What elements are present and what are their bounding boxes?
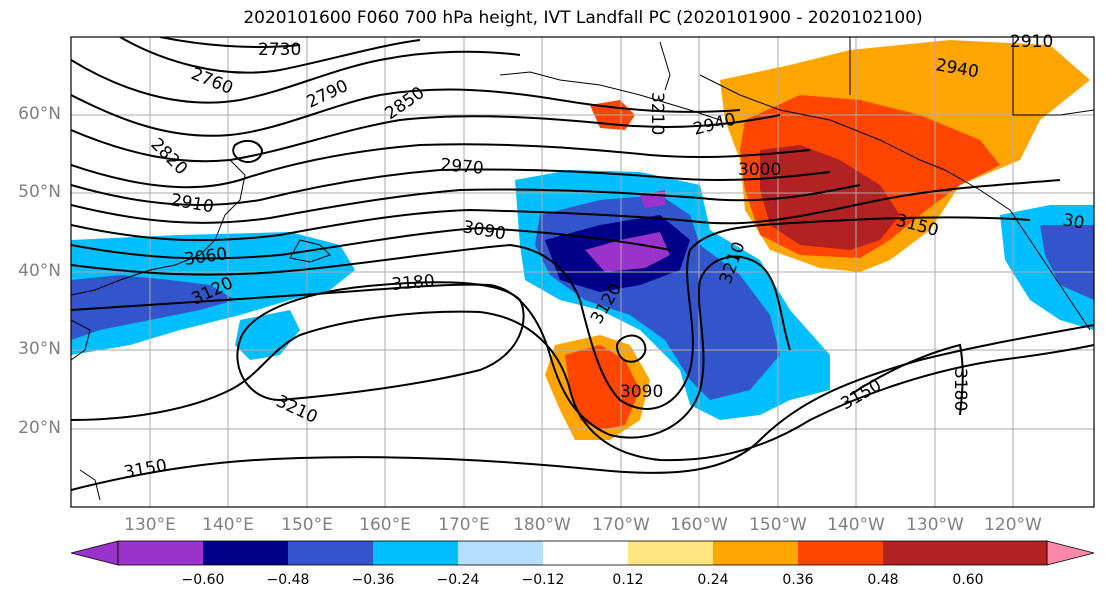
colorbar-bin: [373, 541, 458, 565]
contour-label: 30: [1061, 210, 1086, 233]
lat-label: 40°N: [18, 261, 61, 281]
lat-label: 60°N: [18, 104, 61, 124]
neg-shade-cpac-peak: [585, 232, 670, 272]
lat-label: 30°N: [18, 339, 61, 359]
contour-label: 3210: [647, 92, 667, 135]
colorbar-bin: [458, 541, 543, 565]
colorbar-tick-label: 0.12: [612, 572, 644, 588]
colorbar-tick-label: 0.24: [697, 572, 729, 588]
contour-label: 2730: [258, 40, 301, 60]
colorbar-tick-label: 0.48: [867, 572, 899, 588]
lon-label: 120°W: [984, 515, 1042, 535]
colorbar-bin: [628, 541, 713, 565]
colorbar: [70, 540, 1095, 566]
colorbar-tick-label: 0.60: [952, 572, 984, 588]
lon-label: 140°W: [827, 515, 885, 535]
contour-label: 3090: [620, 382, 663, 402]
contour-label: 2790: [304, 76, 352, 112]
lon-label: 170°E: [438, 515, 490, 535]
colorbar-bin: [883, 541, 1047, 565]
lon-label: 180°W: [513, 515, 571, 535]
lat-label: 50°N: [18, 182, 61, 202]
contour-label: 2910: [1010, 32, 1053, 52]
colorbar-high-extension: [1046, 540, 1095, 566]
contour-label: 3150: [838, 375, 885, 414]
lon-label: 130°E: [124, 515, 176, 535]
colorbar-bin: [713, 541, 798, 565]
colorbar-tick-label: −0.36: [351, 572, 395, 588]
lon-label: 130°W: [906, 515, 964, 535]
map-title: 2020101600 F060 700 hPa height, IVT Land…: [243, 8, 923, 28]
colorbar-bin: [203, 541, 288, 565]
lon-label: 160°E: [359, 515, 411, 535]
colorbar-tick-label: −0.60: [181, 572, 225, 588]
colorbar-bin: [118, 541, 203, 565]
contour-label: 2970: [440, 155, 485, 179]
contour-label: 3180: [391, 271, 436, 295]
contour-label: 3150: [122, 456, 168, 483]
lon-label: 140°E: [202, 515, 254, 535]
contour-label: 3000: [738, 160, 781, 180]
colorbar-bin: [288, 541, 373, 565]
colorbar-tick-label: 0.36: [782, 572, 814, 588]
colorbar-tick-label: −0.48: [266, 572, 310, 588]
map-frame: [70, 36, 1095, 508]
lat-label: 20°N: [18, 418, 61, 438]
coastlines: [71, 37, 1094, 501]
contour-label: 2910: [169, 190, 215, 217]
lon-label: 150°E: [281, 515, 333, 535]
neg-shade-wpac-core: [71, 275, 235, 340]
height-contours: [71, 37, 1094, 491]
contour-label: 3180: [950, 368, 970, 411]
colorbar-low-extension: [70, 540, 119, 566]
colorbar-bin: [543, 541, 628, 565]
lon-label: 160°W: [670, 515, 728, 535]
colorbar-bin: [798, 541, 883, 565]
contour-label: 3090: [461, 217, 507, 244]
lon-label: 150°W: [749, 515, 807, 535]
lon-label: 170°W: [592, 515, 650, 535]
colorbar-tick-label: −0.24: [436, 572, 480, 588]
colorbar-tick-label: −0.12: [521, 572, 565, 588]
